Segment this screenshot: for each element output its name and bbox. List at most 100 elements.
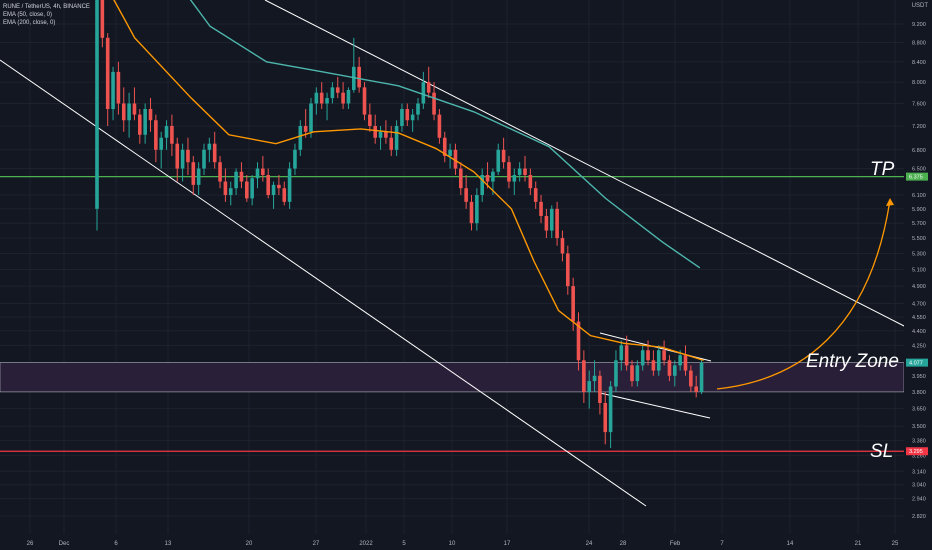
candle-body [485, 174, 490, 182]
y-tick-label: 3.650 [912, 407, 926, 413]
y-tick-label: 9.200 [912, 22, 926, 28]
ema50-legend[interactable]: EMA (50, close, 0) [3, 12, 53, 18]
y-tick-label: 4.900 [912, 284, 926, 290]
candle-body [154, 120, 158, 150]
arrow-head [886, 198, 894, 206]
y-tick-label: 7.600 [912, 101, 926, 107]
candle-body [614, 360, 618, 387]
candle-body [164, 125, 169, 138]
candle-body [410, 114, 415, 121]
candle-body [175, 143, 180, 169]
y-tick-label: 3.040 [912, 483, 926, 489]
candle-body [512, 174, 517, 182]
candle-body [432, 92, 436, 115]
y-tick-label: 3.260 [912, 454, 926, 460]
candle-body [501, 149, 506, 163]
candle-body [673, 365, 677, 376]
projection-arrow [716, 199, 891, 390]
candle-body [507, 162, 511, 182]
x-tick-label: 10 [449, 541, 456, 547]
candle-body [314, 92, 319, 104]
candle-body [228, 188, 233, 195]
candle-body [656, 350, 661, 371]
candle-body [560, 238, 565, 254]
take-profit-badge-label: 6.375 [909, 175, 923, 181]
candle-body [111, 71, 115, 110]
candle-body [138, 114, 142, 135]
candle-body [212, 143, 217, 163]
candle-body [368, 114, 372, 126]
time-axis[interactable]: 26 Dec 6 13 20 27 2022 5 10 17 24 28 Feb 7 14 21 25 [27, 541, 899, 547]
x-tick-label: 21 [855, 541, 862, 547]
candle-body [480, 174, 484, 195]
trend-line [264, 0, 909, 329]
price-axis-bg [904, 0, 932, 550]
candle-body [266, 174, 270, 195]
candle-body [196, 168, 201, 185]
y-tick-label: 7.200 [912, 124, 926, 130]
y-tick-label: 2.820 [912, 514, 926, 520]
candle-body [640, 350, 645, 366]
candle-body [143, 109, 147, 135]
candle-body [651, 360, 656, 371]
candle-body [186, 149, 190, 163]
x-tick-label: Feb [670, 541, 681, 547]
candle-body [325, 98, 329, 104]
candle-body [234, 171, 238, 189]
candle-body [287, 168, 292, 202]
symbol-label[interactable]: RUNE / TetherUS, 4h, BINANCE [3, 4, 90, 10]
x-tick-label: 26 [27, 541, 34, 547]
candle-body [416, 103, 420, 115]
price-axis[interactable]: 9.200 8.800 8.400 8.000 7.600 7.200 6.800 6.500… [904, 0, 932, 550]
last-price-badge [906, 358, 928, 367]
x-tick-label: 6 [114, 541, 118, 547]
candle-body [95, 0, 99, 209]
candle-body [566, 253, 570, 287]
entry-zone-band [0, 362, 905, 393]
last-price-badge-label: 4.077 [909, 361, 923, 367]
candle-body [598, 375, 602, 403]
entry-zone-annotation: Entry Zone [806, 351, 899, 372]
chart-legend: RUNE / TetherUS, 4h, BINANCE EMA (50, cl… [3, 3, 90, 27]
candle-body [239, 171, 244, 182]
candle-body [421, 82, 426, 104]
y-tick-label: 3.800 [912, 390, 926, 396]
x-tick-label: 20 [246, 541, 253, 547]
candle-body [662, 350, 666, 361]
x-tick-label: 28 [620, 541, 627, 547]
candle-body [121, 103, 126, 121]
candle-body [544, 215, 549, 231]
candle-body [437, 114, 442, 138]
candle-body [491, 171, 495, 182]
candle-body [582, 360, 586, 392]
y-tick-label: 3.950 [912, 374, 926, 380]
y-tick-label: 4.250 [912, 343, 926, 349]
x-tick-label: 17 [504, 541, 511, 547]
candle-body [277, 184, 281, 189]
x-tick-label: 27 [313, 541, 320, 547]
y-tick-label: 2.940 [912, 497, 926, 503]
candle-body [694, 386, 698, 392]
candle-body [426, 82, 431, 93]
candle-body [689, 370, 693, 387]
candle-body [619, 345, 624, 361]
candle-body [298, 125, 303, 150]
candle-body [555, 208, 559, 239]
x-tick-label: 24 [586, 541, 593, 547]
candle-body [223, 181, 228, 195]
y-tick-label: 5.900 [912, 207, 926, 213]
candle-body [624, 345, 629, 366]
candle-body [678, 355, 682, 366]
candle-body [523, 168, 527, 175]
candle-body [630, 365, 634, 382]
ema-200-line [189, 0, 701, 269]
candle-body [592, 375, 597, 382]
ema200-legend[interactable]: EMA (200, close, 0) [3, 20, 56, 26]
candle-body [116, 71, 121, 104]
take-profit-badge [906, 172, 928, 181]
candle-body [683, 355, 688, 371]
price-unit-label: USDT [911, 3, 928, 9]
candle-body [170, 125, 174, 144]
sl-annotation: SL [870, 441, 893, 462]
